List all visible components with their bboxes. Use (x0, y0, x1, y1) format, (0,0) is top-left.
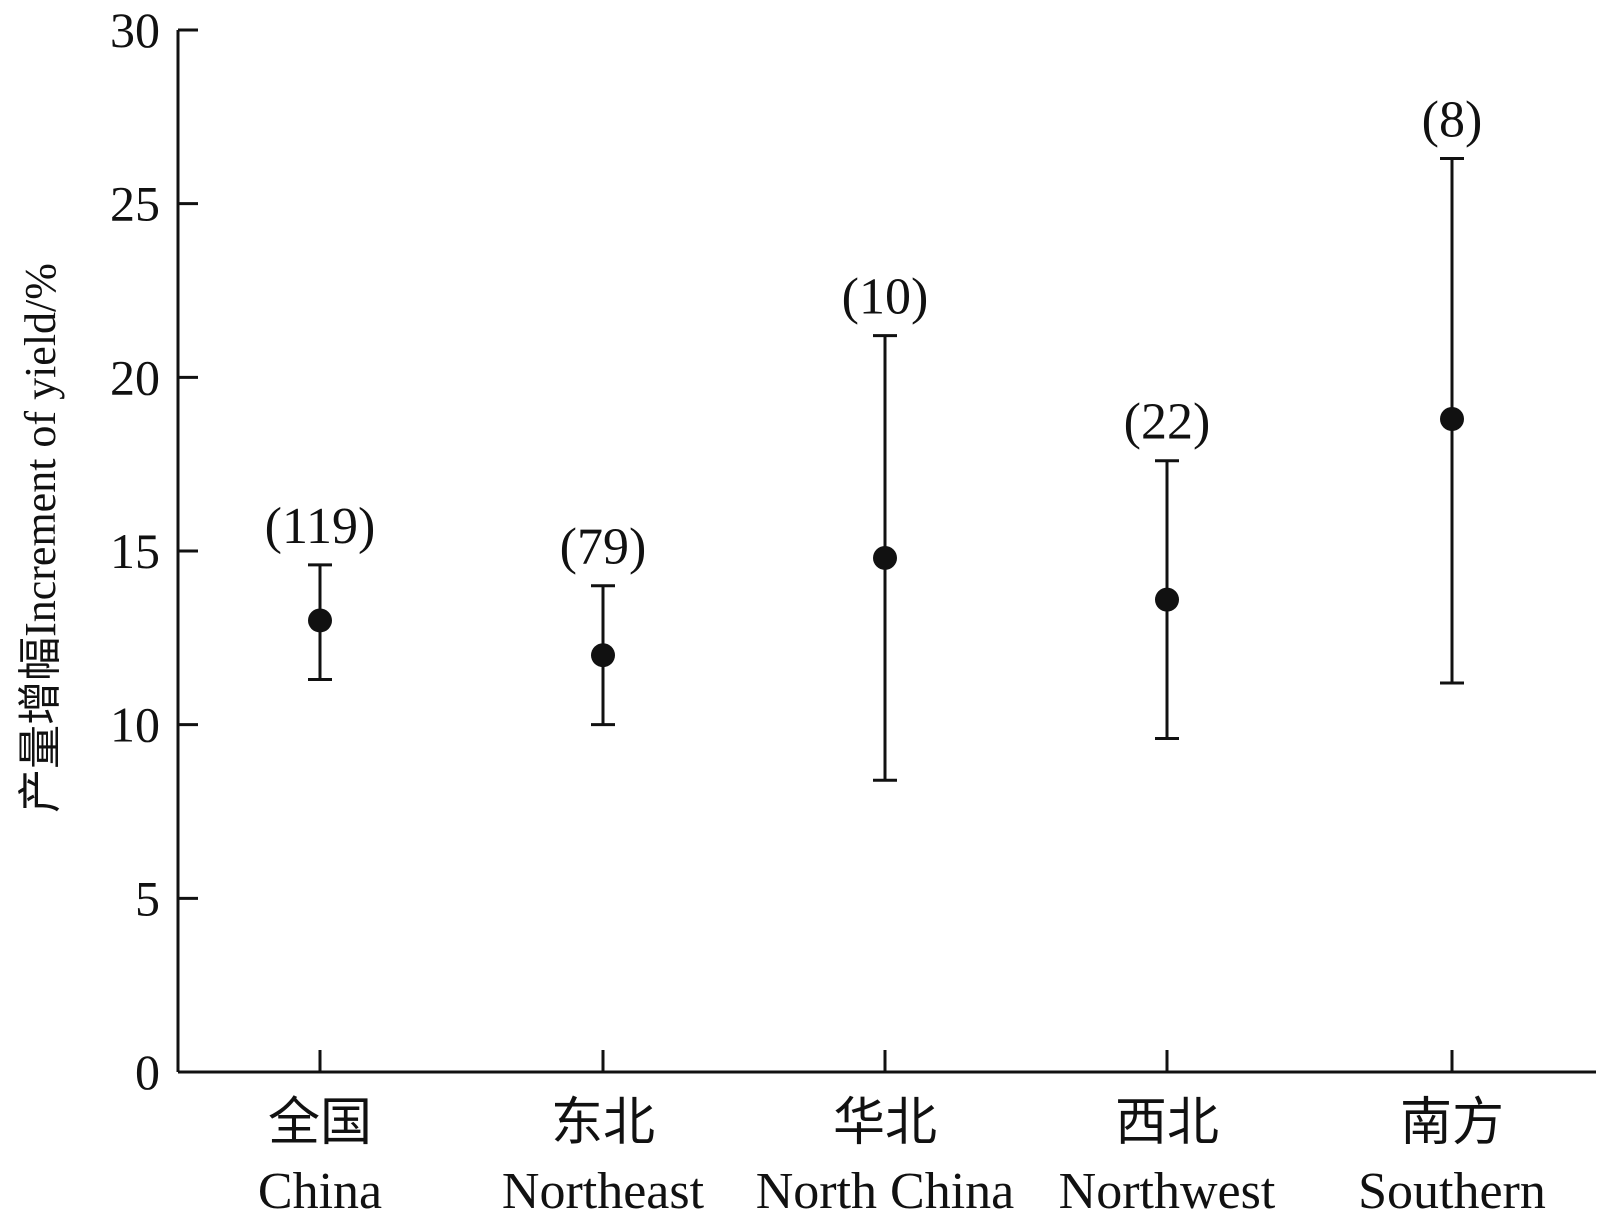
category-label-en: North China (756, 1163, 1015, 1220)
mean-point (308, 608, 332, 633)
sample-size-label: (8) (1422, 92, 1483, 149)
category-label-en: Southern (1358, 1163, 1546, 1220)
y-axis-title: 产量增幅Increment of yield/% (16, 263, 65, 813)
category-label-en: Northwest (1059, 1163, 1276, 1220)
y-ticks: 0 5 10 15 20 25 30 (110, 2, 198, 1100)
sample-size-labels: (119) (79) (10) (22) (8) (265, 92, 1483, 576)
mean-point (1440, 407, 1464, 432)
category-label-cn: 东北 (551, 1095, 655, 1152)
y-tick-label: 5 (135, 870, 160, 926)
mean-point (873, 545, 897, 570)
category-label-cn: 南方 (1400, 1095, 1504, 1152)
x-ticks (318, 1050, 1454, 1072)
category-label-cn: 华北 (833, 1095, 937, 1152)
error-bars (308, 157, 1464, 782)
category-label-en: Northeast (502, 1163, 705, 1220)
sample-size-label: (119) (265, 498, 376, 555)
category-label-en: China (258, 1163, 382, 1220)
category-label-cn: 西北 (1115, 1095, 1219, 1152)
category-label-cn: 全国 (268, 1095, 372, 1152)
mean-point (591, 643, 615, 668)
category-labels: 全国 China 东北 Northeast 华北 North China 西北 Northwe… (258, 1095, 1546, 1220)
data-points (308, 407, 1464, 668)
y-tick-label: 25 (110, 176, 160, 232)
y-tick-label: 15 (110, 523, 160, 579)
sample-size-label: (22) (1124, 394, 1211, 451)
y-tick-label: 30 (110, 2, 160, 58)
mean-point (1155, 587, 1179, 612)
y-tick-label: 0 (135, 1044, 160, 1100)
sample-size-label: (79) (560, 519, 647, 576)
y-tick-label: 20 (110, 349, 160, 405)
sample-size-label: (10) (842, 269, 929, 326)
y-tick-label: 10 (110, 697, 160, 753)
